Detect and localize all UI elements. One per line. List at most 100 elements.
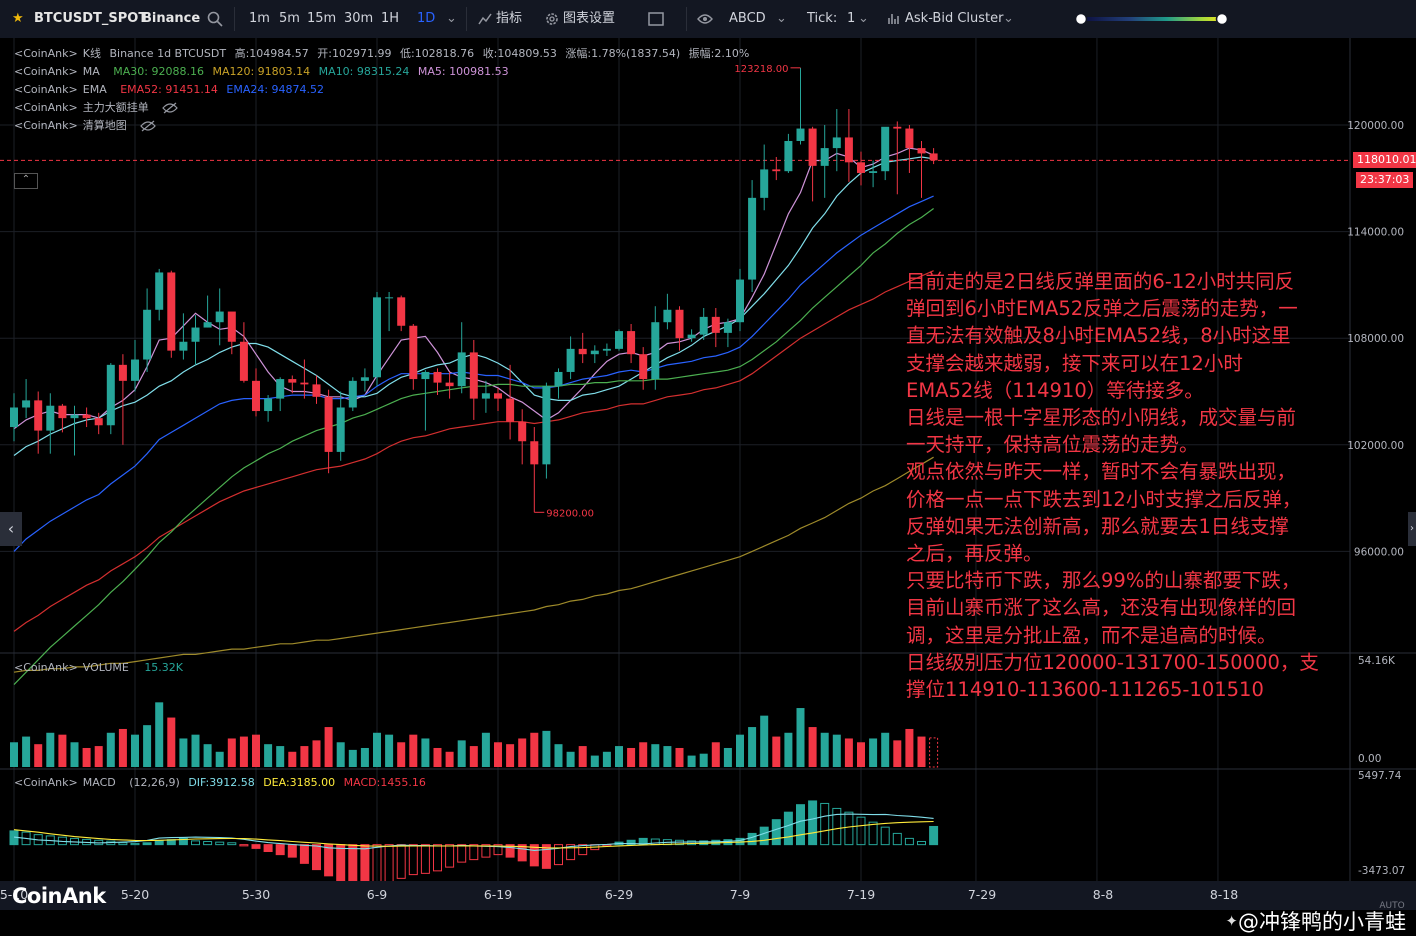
eye-hidden-icon[interactable] <box>162 101 179 114</box>
orders-label: 主力大额挂单 <box>82 101 149 114</box>
macd-hist-bar <box>832 807 842 846</box>
collapse-legend-chevron-icon[interactable]: ⌃ <box>14 173 38 189</box>
macd-label: MACD <box>82 776 116 789</box>
candle-body <box>905 128 914 149</box>
candle <box>760 144 769 211</box>
volume-bar <box>397 742 406 767</box>
candle-body <box>70 414 79 419</box>
candle <box>70 405 79 456</box>
volume-bar <box>820 732 829 767</box>
candle-body <box>167 272 176 351</box>
candle <box>312 375 321 404</box>
candle <box>820 125 829 198</box>
interval-1h[interactable]: 1H <box>381 11 400 26</box>
scroll-left-chevron-icon[interactable]: ‹ <box>0 512 22 546</box>
candle-body <box>179 341 188 351</box>
volume-bar <box>143 725 152 767</box>
candle <box>917 140 926 198</box>
candle <box>602 343 611 356</box>
interval-1m[interactable]: 1m <box>249 11 270 26</box>
candle <box>857 151 865 186</box>
candle <box>10 393 18 442</box>
kline-change: 涨幅:1.78%(1837.54) <box>565 47 681 60</box>
ma-label: MA <box>82 65 100 78</box>
candle <box>736 268 744 332</box>
macd-hist-bar <box>203 841 213 846</box>
draw-dropdown-chevron-icon[interactable]: ⌄ <box>776 11 787 26</box>
volume-bar <box>711 742 720 767</box>
macd-hist-bar <box>287 844 297 858</box>
macd-hist-bar <box>348 844 358 887</box>
candle-body <box>336 407 345 452</box>
auto-scale-button[interactable]: AUTO <box>1379 901 1404 911</box>
time-axis-label: 7-19 <box>847 887 875 902</box>
macd-hist-bar <box>529 844 539 867</box>
favorite-star-icon[interactable]: ★ <box>12 11 24 26</box>
candle-body <box>143 309 152 360</box>
candle <box>590 345 599 364</box>
candle <box>433 368 442 396</box>
candle <box>276 377 285 412</box>
macd-hist-bar <box>820 802 830 846</box>
candle <box>167 270 176 358</box>
draw-tool-button[interactable]: ABCD <box>729 11 766 26</box>
scroll-right-chevron-icon[interactable]: › <box>1408 512 1416 546</box>
indicators-button[interactable]: 指标 <box>496 11 523 26</box>
candle <box>179 313 188 360</box>
legend-prefix: <CoinAnk> <box>14 776 78 789</box>
tick-chevron-icon[interactable]: ⌄ <box>858 11 869 26</box>
symbol-name[interactable]: BTCUSDT_SPOT <box>34 11 148 26</box>
eye-hidden-icon[interactable] <box>140 119 157 132</box>
author-watermark: ✦@冲锋鸭的小青蛙 <box>1225 906 1406 936</box>
candle <box>699 307 708 340</box>
volume-bar <box>784 732 793 767</box>
time-axis-label: 8-18 <box>1210 887 1238 902</box>
legend-prefix: <CoinAnk> <box>14 47 78 60</box>
volume-value: 15.32K <box>144 661 184 674</box>
volume-bar <box>663 746 672 767</box>
volume-bar <box>748 727 757 767</box>
fullscreen-square-icon[interactable] <box>648 0 664 38</box>
interval-1d[interactable]: 1D <box>417 11 436 26</box>
volume-bar <box>118 728 127 767</box>
legend-prefix: <CoinAnk> <box>14 661 78 674</box>
macd-hist-bar <box>808 800 818 846</box>
eye-icon[interactable] <box>697 0 713 38</box>
volume-bar <box>276 746 285 767</box>
candle <box>869 160 878 188</box>
candle <box>385 292 394 332</box>
volume-bar <box>760 715 769 767</box>
macd-hist-bar <box>554 844 563 866</box>
candle <box>457 322 466 394</box>
volume-bar <box>530 732 539 767</box>
kline-amplitude: 振幅:2.10% <box>688 47 750 60</box>
volume-bar <box>82 747 91 767</box>
candle-body <box>469 352 478 399</box>
candle-body <box>22 400 31 408</box>
interval-dropdown-chevron-icon[interactable]: ⌄ <box>446 11 457 26</box>
interval-15m[interactable]: 15m <box>307 11 337 26</box>
macd-hist-bar <box>118 842 128 846</box>
candle <box>832 109 841 172</box>
time-axis-bg <box>0 881 1416 910</box>
chart-canvas[interactable]: 123218.00 98200.00 120000.00 114000.00 10800… <box>0 38 1416 911</box>
indicators-icon[interactable] <box>478 0 492 38</box>
cluster-select[interactable]: Ask-Bid Cluster <box>905 11 1004 26</box>
exchange-name[interactable]: Binance <box>142 11 201 26</box>
macd-hist-bar <box>868 821 878 846</box>
interval-30m[interactable]: 30m <box>344 11 374 26</box>
chart-area[interactable]: 123218.00 98200.00 120000.00 114000.00 10800… <box>0 38 1416 934</box>
search-icon[interactable] <box>207 0 223 38</box>
interval-5m[interactable]: 5m <box>279 11 300 26</box>
macd-hist-bar <box>263 844 273 853</box>
candle-body <box>663 309 672 323</box>
candle-body <box>748 197 757 280</box>
candle-body <box>58 405 67 419</box>
candle-body <box>518 421 527 442</box>
tick-value-select[interactable]: 1 <box>847 11 856 26</box>
settings-gear-icon[interactable] <box>545 0 559 38</box>
chart-settings-button[interactable]: 图表设置 <box>563 11 616 26</box>
cluster-chevron-icon[interactable]: ⌄ <box>1003 11 1014 26</box>
candle <box>506 364 515 440</box>
heatmap-range-slider[interactable] <box>1074 0 1230 38</box>
